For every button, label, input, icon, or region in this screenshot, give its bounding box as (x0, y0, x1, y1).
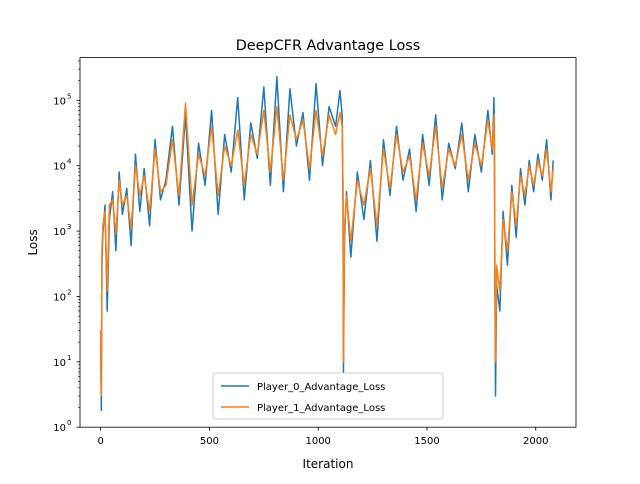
y-tick-label: 10 (53, 227, 66, 238)
y-tick-exponent: 5 (67, 92, 71, 100)
y-tick-label: 10 (53, 162, 66, 173)
y-tick-label: 10 (53, 423, 66, 434)
x-tick-label: 1000 (305, 436, 330, 447)
y-tick-exponent: 1 (67, 354, 71, 362)
y-tick-label: 10 (53, 358, 66, 369)
y-axis-label: Loss (26, 229, 40, 255)
legend-box (212, 372, 444, 420)
y-tick-exponent: 4 (67, 158, 72, 166)
y-tick-exponent: 0 (67, 419, 71, 427)
legend-label-0: Player_0_Advantage_Loss (257, 382, 385, 393)
x-axis: 0 500 1000 1500 2000 (97, 427, 548, 447)
x-tick-label: 1500 (414, 436, 439, 447)
plot-frame (79, 57, 577, 428)
series-line-1 (99, 102, 554, 397)
x-tick-label: 2000 (523, 436, 548, 447)
legend: Player_0_Advantage_Loss Player_1_Advantag… (212, 372, 444, 420)
x-axis-label: Iteration (303, 457, 354, 471)
x-tick-label: 0 (97, 436, 103, 447)
y-tick-exponent: 3 (67, 223, 71, 231)
x-tick-label: 500 (200, 436, 219, 447)
chart-title: DeepCFR Advantage Loss (236, 38, 421, 54)
series-layer (99, 75, 554, 412)
legend-label-1: Player_1_Advantage_Loss (257, 403, 385, 414)
plot-area (79, 57, 577, 428)
y-tick-exponent: 2 (67, 288, 71, 296)
y-tick-label: 10 (53, 96, 66, 107)
y-tick-label: 10 (53, 292, 66, 303)
